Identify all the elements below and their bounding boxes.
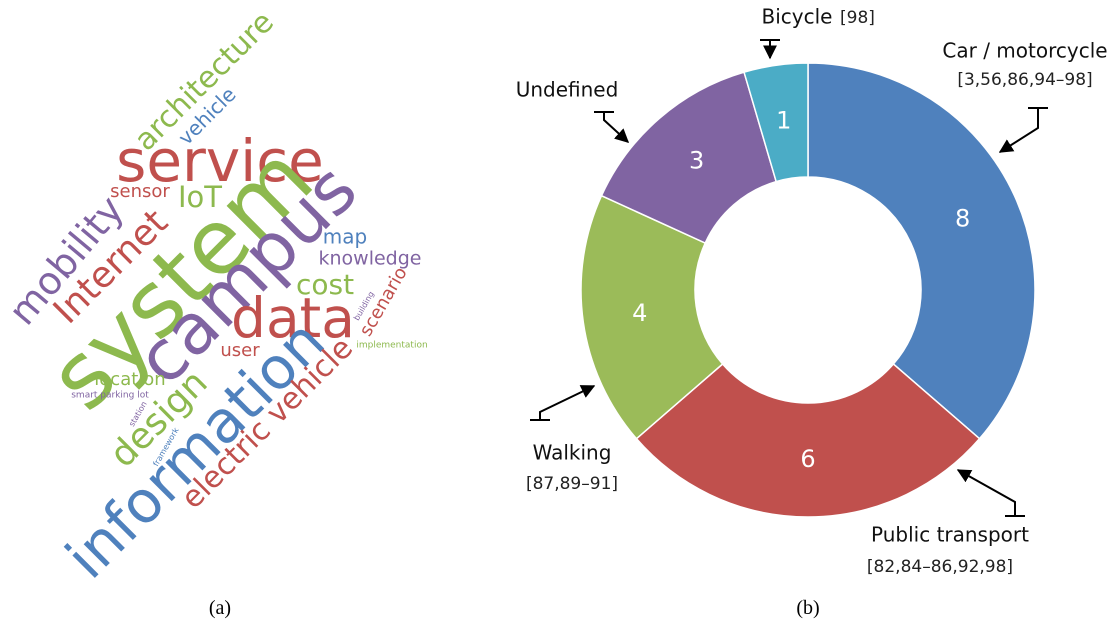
word: map <box>323 225 367 249</box>
arrow <box>958 470 1025 517</box>
arrow <box>530 386 594 421</box>
category-label: Bicycle <box>762 5 833 29</box>
reference: [98] <box>840 8 875 28</box>
slice <box>580 194 724 440</box>
value-label: 1 <box>776 107 791 135</box>
category-label: Undefined <box>516 78 619 102</box>
category-label: Public transport <box>871 523 1029 547</box>
caption: (b) <box>796 597 819 619</box>
word: location <box>94 369 165 390</box>
word: data <box>231 286 355 350</box>
word: sensor <box>110 181 170 202</box>
word: knowledge <box>319 248 422 270</box>
category-label: Car / motorcycle <box>942 39 1107 63</box>
reference: [3,56,86,94–98] <box>957 70 1092 90</box>
value-label: 4 <box>632 299 647 327</box>
caption: (a) <box>209 597 231 619</box>
arrow <box>1000 107 1048 152</box>
arrow <box>594 111 628 142</box>
arrows <box>530 39 1048 517</box>
word: smart parking lot <box>71 391 149 401</box>
slice <box>635 362 981 518</box>
reference: [82,84–86,92,98] <box>867 557 1013 577</box>
word: cost <box>296 268 354 301</box>
value-label: 3 <box>689 147 704 175</box>
value-label: 6 <box>800 445 815 473</box>
slice <box>807 62 1036 440</box>
reference: [87,89–91] <box>526 474 618 494</box>
arrow <box>760 39 780 58</box>
slice <box>743 62 809 183</box>
value-label: 8 <box>955 204 970 232</box>
word: service <box>116 127 324 195</box>
word: IoT <box>178 180 222 214</box>
word: user <box>220 340 260 361</box>
category-label: Walking <box>533 441 612 465</box>
word: implementation <box>356 341 427 351</box>
slice <box>600 71 778 245</box>
